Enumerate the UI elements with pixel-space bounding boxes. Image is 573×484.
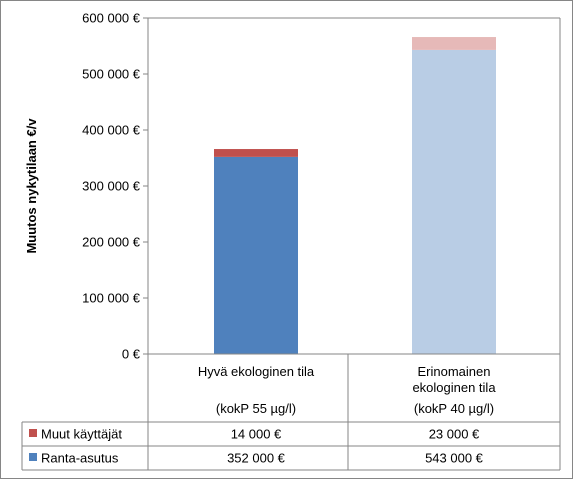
bar-muut-kayttajat-1 <box>214 149 298 157</box>
y-tick-label: 0 € <box>122 347 141 362</box>
table-value-cell: 352 000 € <box>227 451 286 466</box>
x-category-label: (kokP 40 µg/l) <box>414 401 494 416</box>
y-tick-label: 100 000 € <box>82 291 141 306</box>
y-tick-label: 200 000 € <box>82 235 141 250</box>
table-value-cell: 23 000 € <box>429 427 480 442</box>
legend-series-name: Muut käyttäjät <box>41 427 122 442</box>
y-axis-title: Muutos nykytilaan €/v <box>24 118 39 254</box>
legend-key-swatch <box>29 453 37 461</box>
y-tick-label: 500 000 € <box>82 67 141 82</box>
legend-series-name: Ranta-asutus <box>41 451 119 466</box>
bar-ranta-asutus-1 <box>214 156 298 354</box>
x-category-label: ekologinen tila <box>412 380 496 395</box>
bar-ranta-asutus-2 <box>412 49 496 355</box>
x-category-label: Hyvä ekologinen tila <box>198 364 315 379</box>
table-value-cell: 14 000 € <box>231 427 282 442</box>
x-category-label: (kokP 55 µg/l) <box>216 401 296 416</box>
y-tick-label: 600 000 € <box>82 11 141 26</box>
y-tick-label: 400 000 € <box>82 123 141 138</box>
bar-muut-kayttajat-2 <box>412 37 496 50</box>
legend-key-swatch <box>29 429 37 437</box>
x-category-label: Erinomainen <box>418 364 491 379</box>
y-tick-label: 300 000 € <box>82 179 141 194</box>
table-value-cell: 543 000 € <box>425 451 484 466</box>
